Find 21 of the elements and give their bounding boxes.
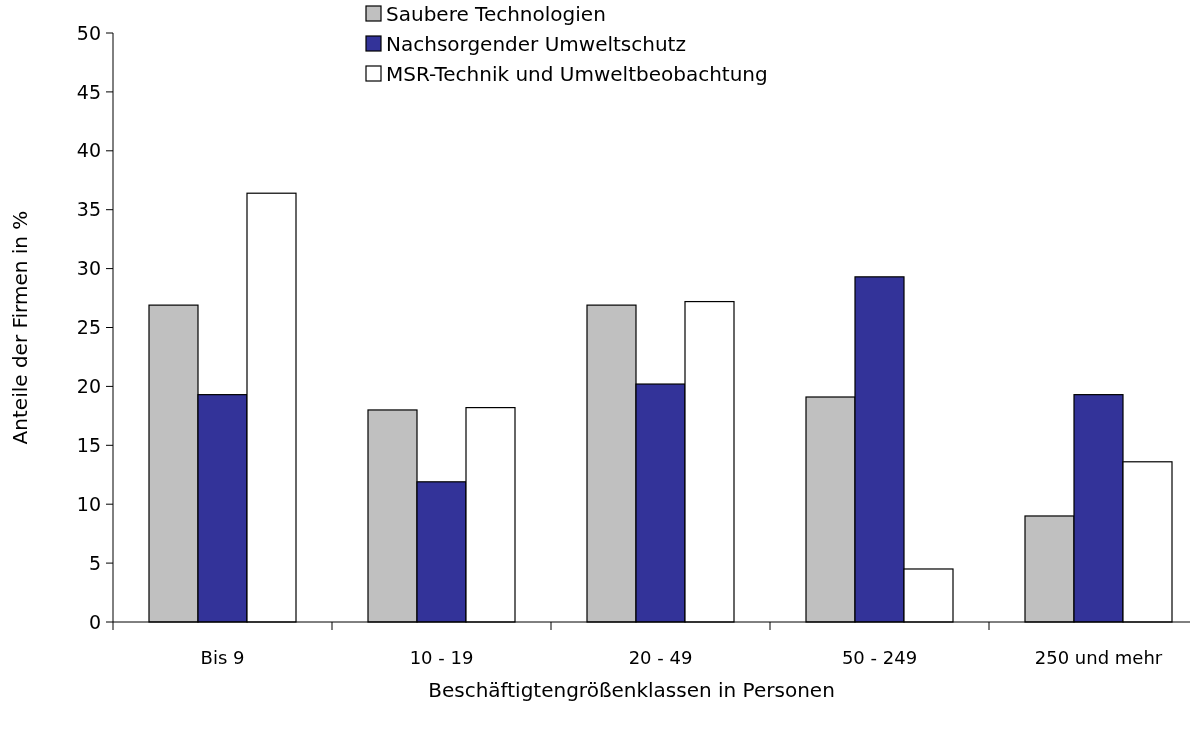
y-tick-label: 30 — [76, 257, 101, 280]
y-tick-label: 35 — [76, 198, 101, 221]
y-tick-label: 5 — [88, 551, 101, 574]
y-tick-label: 25 — [76, 316, 101, 339]
x-tick-label: 250 und mehr — [1034, 647, 1163, 668]
legend-label: Saubere Technologien — [386, 2, 606, 26]
y-tick-label: 0 — [88, 610, 101, 633]
y-tick-label: 10 — [76, 492, 101, 515]
legend-label: MSR-Technik und Umweltbeobachtung — [386, 62, 768, 86]
x-tick-label: 10 - 19 — [409, 647, 474, 668]
legend-label: Nachsorgender Umweltschutz — [386, 32, 686, 56]
y-tick-label: 45 — [76, 80, 101, 103]
y-axis-title: Anteile der Firmen in % — [8, 210, 32, 445]
y-tick-label: 20 — [76, 375, 101, 398]
y-tick-label: 15 — [76, 433, 101, 456]
x-tick-label: Bis 9 — [200, 647, 245, 668]
x-tick-label: 20 - 49 — [628, 647, 693, 668]
x-axis-title: Beschäftigtengrößenklassen in Personen — [428, 678, 835, 702]
x-tick-label: 50 - 249 — [841, 647, 918, 668]
y-tick-label: 40 — [76, 139, 101, 162]
y-tick-label: 50 — [76, 21, 101, 44]
